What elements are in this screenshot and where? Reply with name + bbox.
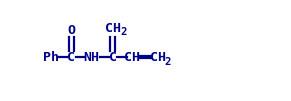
Text: 2: 2 <box>120 27 127 37</box>
Text: C: C <box>109 51 117 64</box>
Text: NH: NH <box>84 51 100 64</box>
Text: CH: CH <box>124 51 140 64</box>
Text: O: O <box>67 24 75 37</box>
Text: C: C <box>67 51 75 64</box>
Text: CH: CH <box>104 22 120 35</box>
Text: Ph: Ph <box>43 51 59 64</box>
Text: 2: 2 <box>164 57 171 67</box>
Text: CH: CH <box>150 51 166 64</box>
